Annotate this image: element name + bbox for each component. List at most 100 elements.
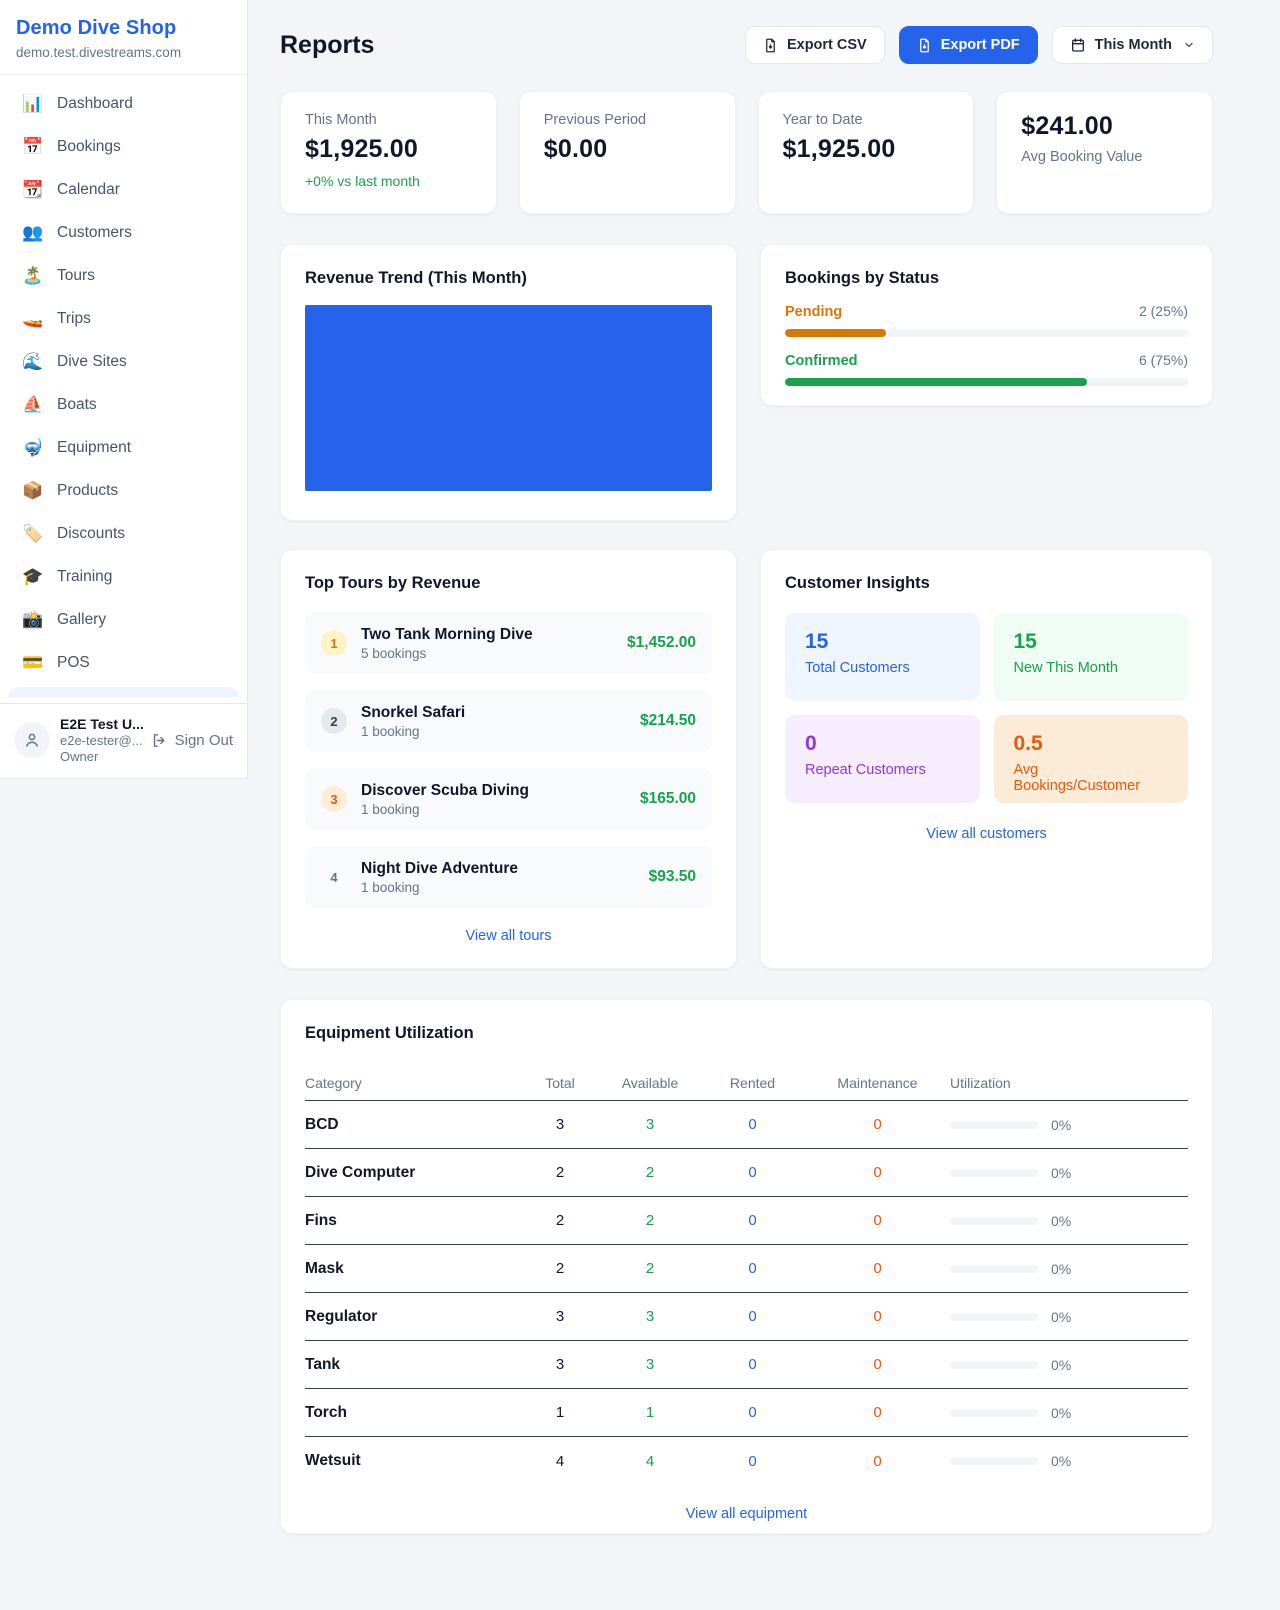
stat-card-this-month: This Month $1,925.00 +0% vs last month xyxy=(280,91,497,214)
sidebar-item-discounts[interactable]: 🏷️ Discounts xyxy=(22,523,126,543)
revenue-trend-card: Revenue Trend (This Month) xyxy=(280,244,737,521)
user-email: e2e-tester@... xyxy=(60,733,143,748)
customer-insights-title: Customer Insights xyxy=(785,574,930,592)
sign-out-button[interactable]: Sign Out xyxy=(151,732,233,749)
utilization-cell: 0% xyxy=(950,1213,1188,1229)
tour-row: 2 Snorkel Safari 1 booking $214.50 xyxy=(305,690,712,752)
shop-header: Demo Dive Shop demo.test.divestreams.com xyxy=(0,0,247,75)
table-row: Dive Computer 2 2 0 0 0% xyxy=(305,1149,1188,1197)
header-actions: Export CSV Export PDF This Month xyxy=(744,26,1213,64)
view-all-tours-link[interactable]: View all tours xyxy=(465,928,552,944)
stat-value: $1,925.00 xyxy=(305,135,419,163)
tour-list: 1 Two Tank Morning Dive 5 bookings $1,45… xyxy=(305,612,712,908)
sidebar-item-bookings[interactable]: 📅 Bookings xyxy=(22,136,121,156)
sidebar-item-dashboard[interactable]: 📊 Dashboard xyxy=(22,93,133,113)
utilization-cell: 0% xyxy=(950,1453,1188,1469)
status-label: Confirmed xyxy=(785,353,858,369)
stat-value: $0.00 xyxy=(543,135,608,163)
page-header: Reports Export CSV Export PDF This Month xyxy=(280,26,1213,64)
sidebar-item-reports-active-partial[interactable] xyxy=(8,687,239,697)
sidebar-item-customers[interactable]: 👥 Customers xyxy=(22,222,132,242)
status-bar-fill xyxy=(785,378,1088,386)
bookings-by-status-title: Bookings by Status xyxy=(785,269,940,287)
equipment-utilization-card: Equipment Utilization Category Total Ava… xyxy=(280,999,1213,1534)
sign-out-icon xyxy=(153,733,165,747)
rank-badge: 1 xyxy=(321,630,347,656)
table-row: Wetsuit 4 4 0 0 0% xyxy=(305,1437,1188,1485)
top-tours-title: Top Tours by Revenue xyxy=(305,574,481,592)
shop-name: Demo Dive Shop xyxy=(16,17,177,39)
rank-badge: 2 xyxy=(321,708,347,734)
utilization-cell: 0% xyxy=(950,1165,1188,1181)
utilization-bar-track xyxy=(950,1408,1038,1417)
sidebar-item-dive-sites[interactable]: 🌊 Dive Sites xyxy=(22,351,127,371)
export-pdf-button[interactable]: Export PDF xyxy=(898,26,1038,64)
person-icon xyxy=(26,733,38,747)
stat-card-avg-booking-value: $241.00 Avg Booking Value xyxy=(996,91,1213,214)
tour-bookings: 1 booking xyxy=(361,879,420,895)
view-all-equipment-link[interactable]: View all equipment xyxy=(685,1506,808,1522)
user-name: E2E Test U... xyxy=(60,716,144,732)
revenue-trend-title: Revenue Trend (This Month) xyxy=(305,269,527,287)
view-all-customers-link[interactable]: View all customers xyxy=(926,826,1047,842)
trips-icon: 🚤 xyxy=(22,308,44,328)
utilization-bar-track xyxy=(950,1168,1038,1177)
top-tours-card: Top Tours by Revenue 1 Two Tank Morning … xyxy=(280,549,737,969)
tour-name: Snorkel Safari xyxy=(361,703,466,721)
tour-amount: $214.50 xyxy=(639,712,696,729)
main-content: Reports Export CSV Export PDF This Month xyxy=(248,0,1280,1534)
utilization-bar-track xyxy=(950,1216,1038,1225)
tour-name: Night Dive Adventure xyxy=(361,859,519,877)
sidebar-item-trips[interactable]: 🚤 Trips xyxy=(22,308,91,328)
customer-insights-card: Customer Insights 15 Total Customers 15 … xyxy=(760,549,1213,969)
sidebar-item-tours[interactable]: 🏝️ Tours xyxy=(22,265,95,285)
sidebar-item-pos[interactable]: 💳 POS xyxy=(22,652,90,672)
rank-badge: 4 xyxy=(330,869,338,885)
utilization-cell: 0% xyxy=(950,1405,1188,1421)
sidebar-item-equipment[interactable]: 🤿 Equipment xyxy=(22,437,132,457)
tour-amount: $1,452.00 xyxy=(627,634,696,651)
calendar-icon xyxy=(1071,38,1084,52)
user-meta: E2E Test U... e2e-tester@... Owner xyxy=(60,716,144,764)
utilization-bar-track xyxy=(950,1120,1038,1129)
sidebar-item-calendar[interactable]: 📆 Calendar xyxy=(22,179,120,199)
stat-delta: +0% vs last month xyxy=(305,173,420,189)
sidebar: Demo Dive Shop demo.test.divestreams.com… xyxy=(0,0,248,779)
utilization-bar-track xyxy=(950,1360,1038,1369)
stat-card-year-to-date: Year to Date $1,925.00 xyxy=(757,91,975,214)
insights-row: Top Tours by Revenue 1 Two Tank Morning … xyxy=(280,549,1213,969)
shop-domain: demo.test.divestreams.com xyxy=(16,45,182,60)
sidebar-user-footer: E2E Test U... e2e-tester@... Owner Sign … xyxy=(0,703,247,778)
insight-total-customers: 15 Total Customers xyxy=(785,613,980,701)
revenue-trend-chart xyxy=(305,305,712,491)
bookings-icon: 📅 xyxy=(22,136,44,156)
status-bar-track xyxy=(785,378,1188,386)
file-icon xyxy=(766,38,775,52)
page-title: Reports xyxy=(280,30,375,59)
table-header-row: Category Total Available Rented Maintena… xyxy=(305,1065,1188,1101)
utilization-bar-track xyxy=(950,1312,1038,1321)
user-role: Owner xyxy=(60,749,99,764)
tour-bookings: 1 booking xyxy=(361,801,420,817)
status-row-confirmed: Confirmed 6 (75%) xyxy=(785,352,1188,386)
insight-repeat-customers: 0 Repeat Customers xyxy=(785,715,980,803)
utilization-cell: 0% xyxy=(950,1309,1188,1325)
sidebar-item-products[interactable]: 📦 Products xyxy=(22,480,119,500)
equipment-table: Category Total Available Rented Maintena… xyxy=(305,1065,1188,1485)
training-icon: 🎓 xyxy=(22,566,44,586)
sidebar-item-gallery[interactable]: 📸 Gallery xyxy=(22,609,107,629)
table-row: Mask 2 2 0 0 0% xyxy=(305,1245,1188,1293)
tour-row: 3 Discover Scuba Diving 1 booking $165.0… xyxy=(305,768,712,830)
export-csv-button[interactable]: Export CSV xyxy=(744,26,885,64)
period-dropdown[interactable]: This Month xyxy=(1051,26,1213,64)
status-bar-track xyxy=(785,329,1188,337)
sidebar-item-boats[interactable]: ⛵ Boats xyxy=(22,394,97,414)
sidebar-nav: 📊 Dashboard 📅 Bookings 📆 Calendar 👥 Cust… xyxy=(0,75,247,703)
stat-value: $1,925.00 xyxy=(782,135,896,163)
tour-amount: $165.00 xyxy=(639,790,696,807)
charts-row: Revenue Trend (This Month) Bookings by S… xyxy=(280,244,1213,521)
table-row: Tank 3 3 0 0 0% xyxy=(305,1341,1188,1389)
stat-card-previous-period: Previous Period $0.00 xyxy=(518,91,736,214)
sidebar-item-training[interactable]: 🎓 Training xyxy=(22,566,113,586)
status-count: 6 (75%) xyxy=(1138,352,1188,368)
